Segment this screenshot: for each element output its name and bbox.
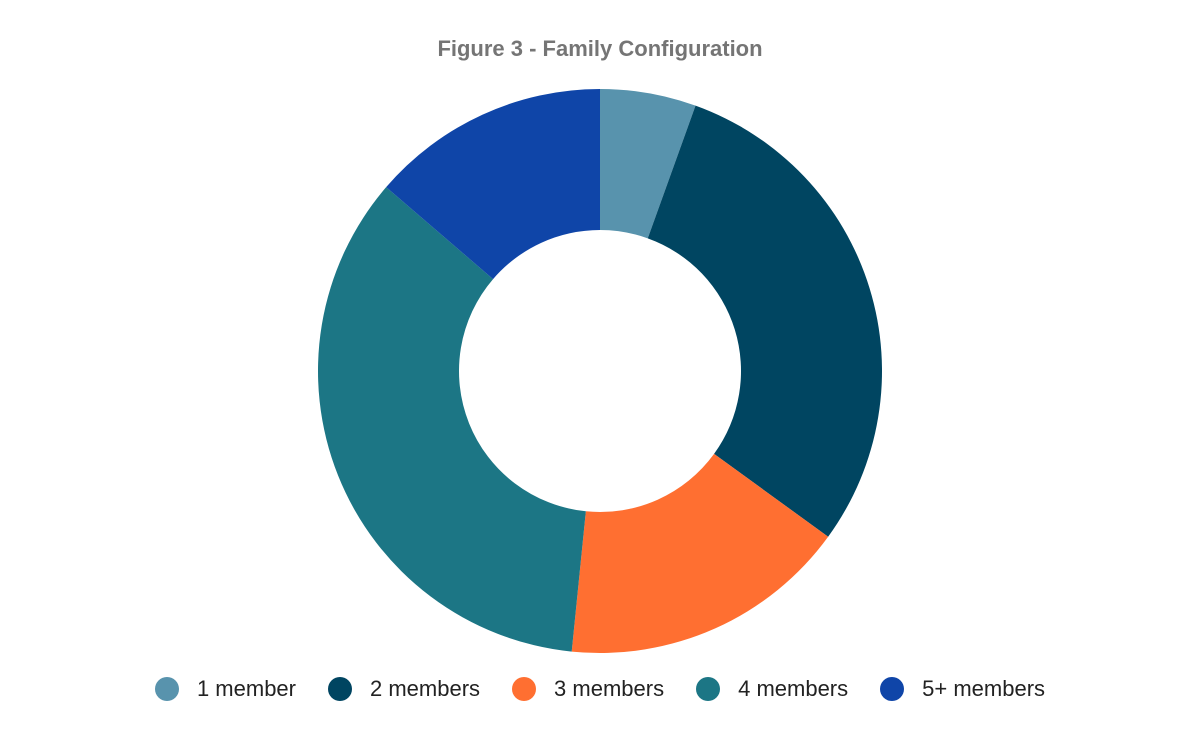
- legend-item[interactable]: 5+ members: [880, 676, 1045, 702]
- legend-item[interactable]: 1 member: [154, 676, 296, 702]
- donut-slice-1-member[interactable]: [600, 89, 696, 239]
- legend-item[interactable]: 4 members: [696, 676, 848, 702]
- donut-slice-3-members[interactable]: [571, 453, 829, 653]
- chart-legend: 1 member 2 members 3 members 4 members 5+ me…: [0, 676, 1200, 702]
- legend-swatch: [512, 677, 537, 701]
- donut-slice-2-members[interactable]: [647, 105, 883, 537]
- legend-swatch: [880, 677, 905, 701]
- legend-swatch: [328, 677, 352, 701]
- legend-item[interactable]: 3 members: [512, 676, 664, 702]
- donut-slice-5-members[interactable]: [386, 89, 600, 280]
- legend-label: 3 members: [554, 676, 665, 701]
- legend-item[interactable]: 2 members: [328, 676, 480, 702]
- legend-label: 4 members: [738, 676, 849, 701]
- donut-slice-4-members[interactable]: [318, 187, 586, 652]
- legend-label: 2 members: [370, 676, 481, 701]
- legend-label: 5+ members: [922, 676, 1046, 701]
- chart-title: Figure 3 - Family Configuration: [437, 36, 763, 61]
- legend-swatch: [696, 677, 721, 701]
- legend-label: 1 member: [196, 676, 296, 701]
- legend-swatch: [154, 677, 179, 701]
